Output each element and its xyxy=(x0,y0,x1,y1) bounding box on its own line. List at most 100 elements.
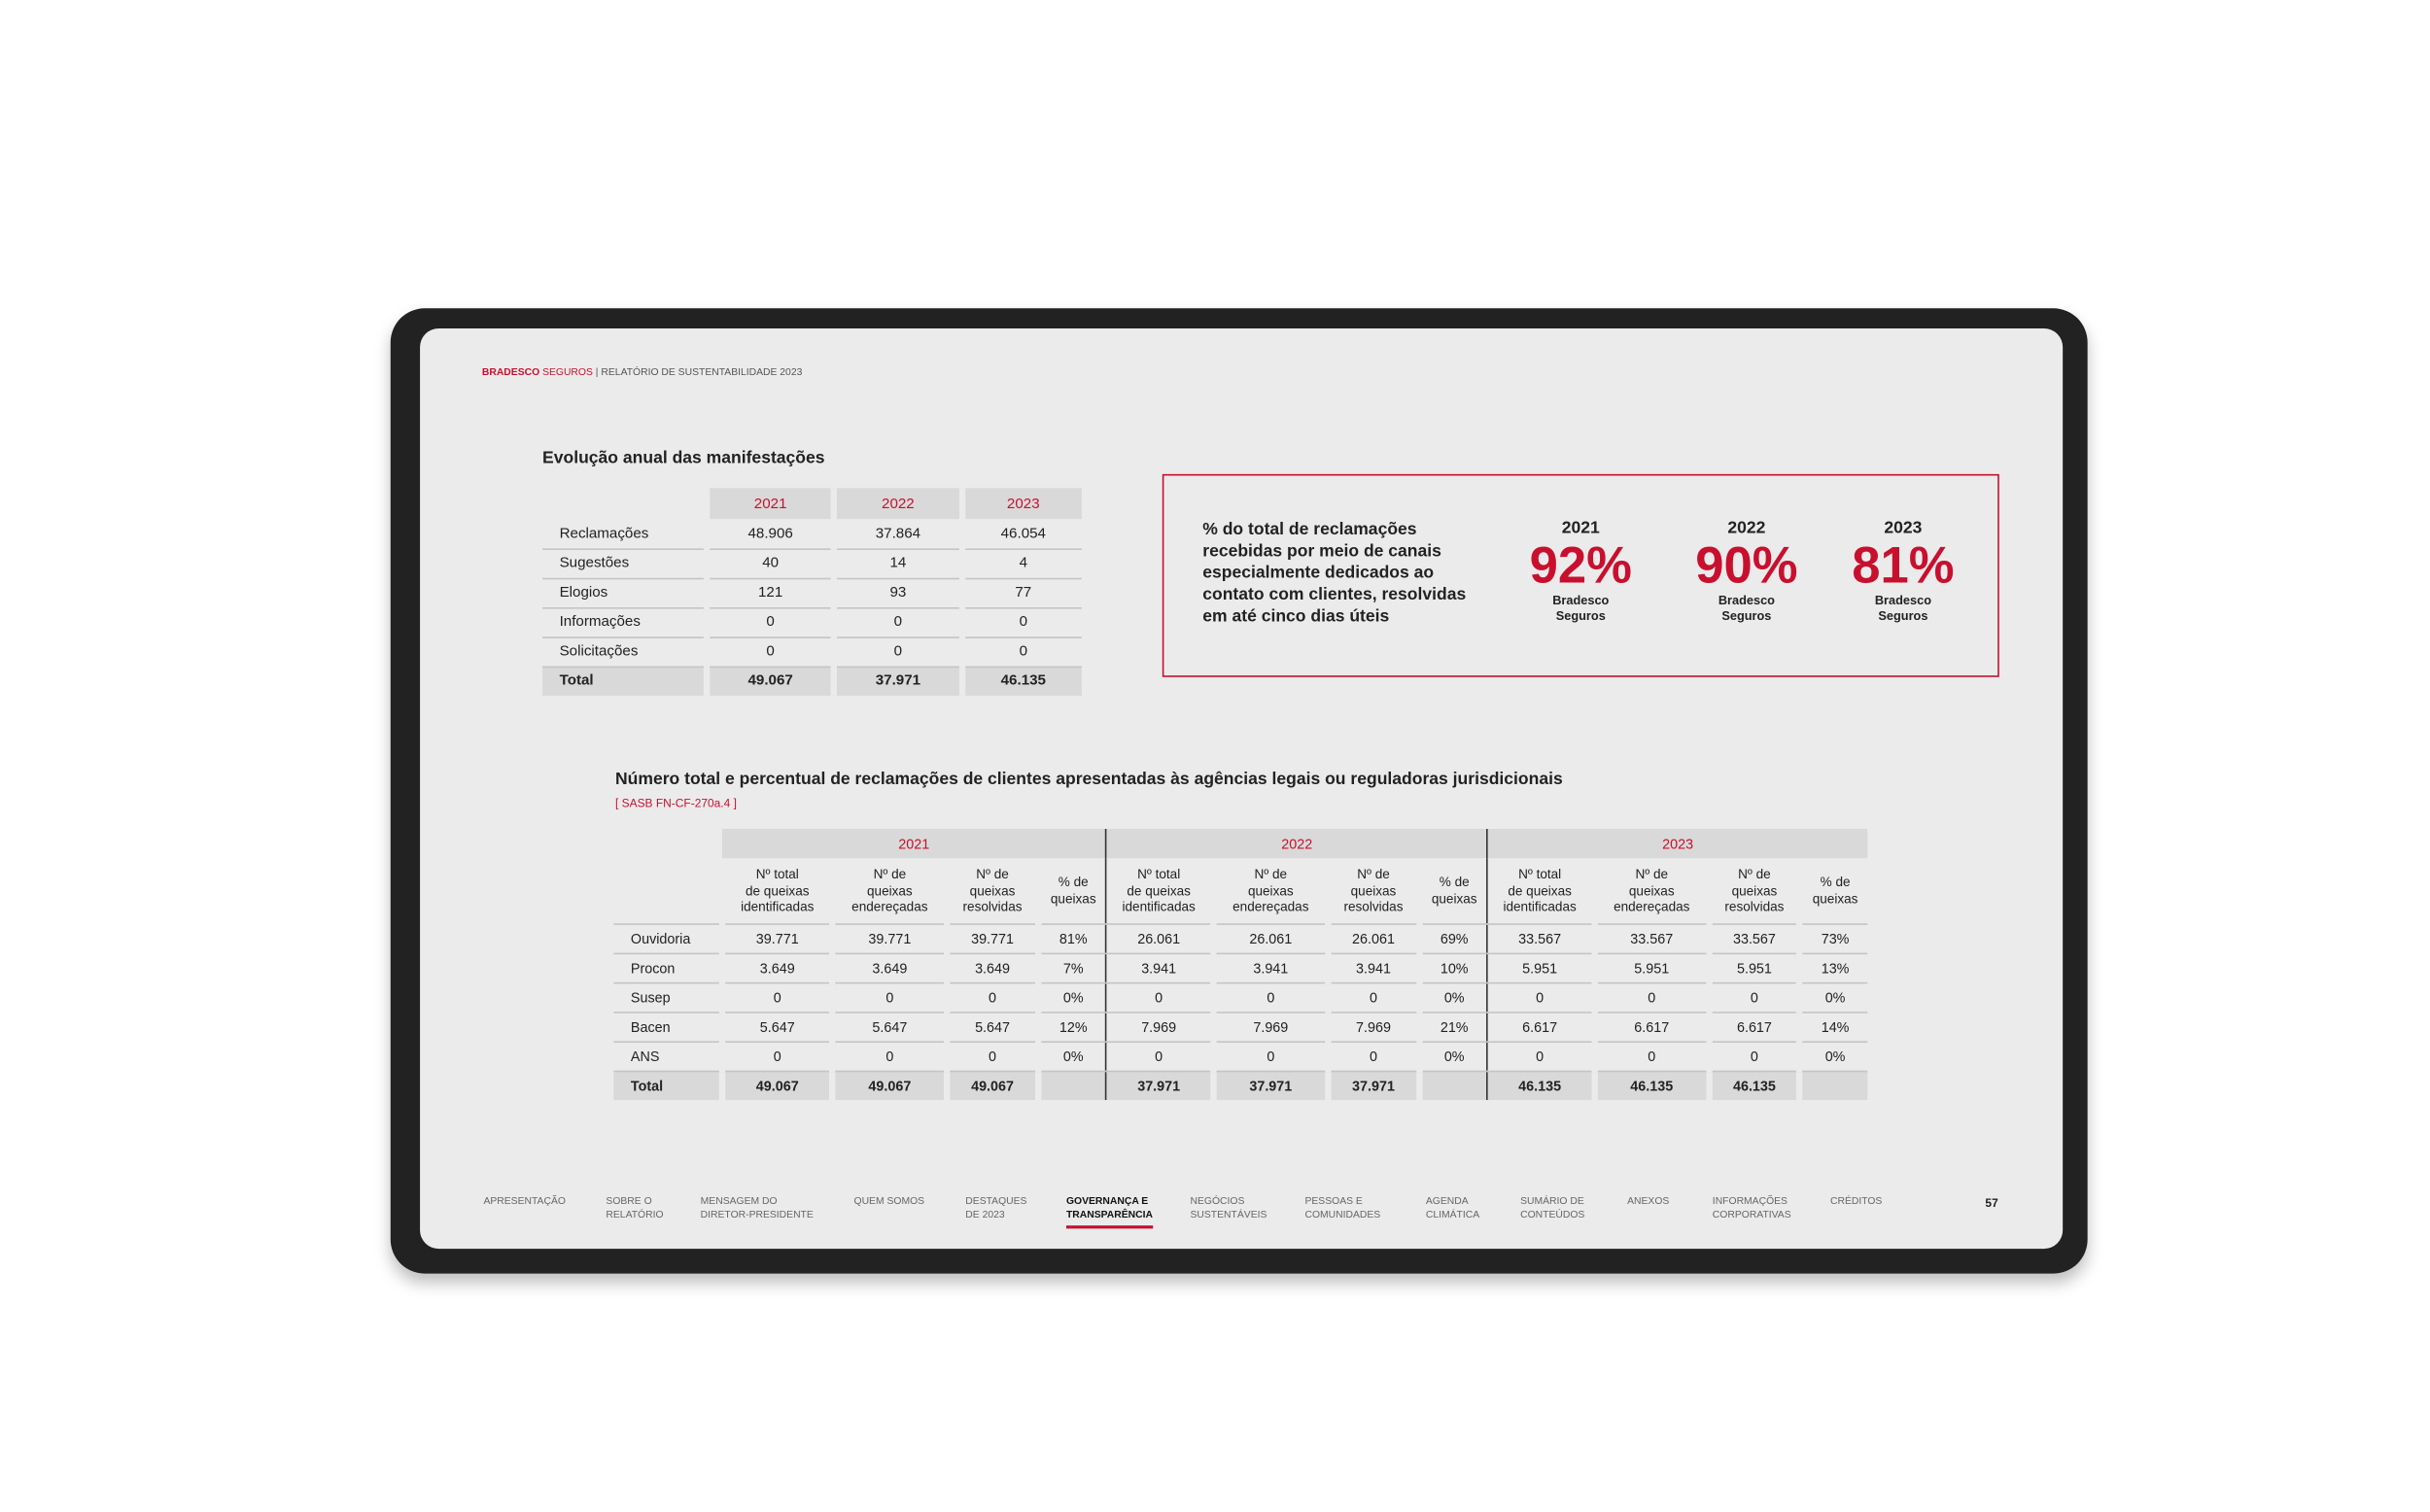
corner-cell xyxy=(542,488,707,519)
cell: 7% xyxy=(1034,952,1107,983)
cell: 0 xyxy=(1705,981,1800,1013)
highlight-text: % do total de reclamações recebidas por … xyxy=(1202,520,1467,627)
nav-item[interactable]: SOBRE O RELATÓRIO xyxy=(606,1195,664,1220)
cell: 0 xyxy=(831,636,962,668)
nav-item[interactable]: MENSAGEM DO DIRETOR-PRESIDENTE xyxy=(700,1195,814,1220)
data-row: Bacen 5.647 5.647 5.647 12% 7.969 7.969 7.969 21… xyxy=(613,1012,1868,1043)
nav-item[interactable]: SUMÁRIO DE CONTEÚDOS xyxy=(1520,1195,1585,1220)
subheader: Nº total de queixas identificadas xyxy=(1105,858,1214,925)
cell: 0 xyxy=(831,607,962,638)
year: 2022 xyxy=(1727,519,1766,538)
cell: 0 xyxy=(944,1041,1038,1072)
cell: 46.135 xyxy=(1486,1070,1595,1101)
row-label: Total xyxy=(542,666,708,696)
highlight-item: 2021 92% Bradesco Seguros xyxy=(1504,519,1658,624)
table2: 2021 2022 2023 Nº total de queixas identifi… xyxy=(613,829,1868,1101)
cell: 81% xyxy=(1034,923,1107,954)
cell: 33.567 xyxy=(1486,923,1595,954)
cell: 0 xyxy=(718,1041,833,1072)
nav-item[interactable]: INFORMAÇÕES CORPORATIVAS xyxy=(1712,1195,1791,1220)
percentage: 92% xyxy=(1529,535,1632,594)
cell: 40 xyxy=(703,548,835,579)
data-row: Ouvidoria 39.771 39.771 39.771 81% 26.061 26.0… xyxy=(613,923,1868,954)
corner-cell xyxy=(613,829,722,858)
label: Bradesco Seguros xyxy=(1552,593,1610,623)
subheader: Nº total de queixas identificadas xyxy=(718,858,833,925)
cell: 37.971 xyxy=(1210,1070,1329,1101)
nav-item[interactable]: NEGÓCIOS SUSTENTÁVEIS xyxy=(1190,1195,1267,1220)
cell: 0 xyxy=(1325,981,1419,1013)
cell: 49.067 xyxy=(944,1070,1038,1101)
cell: 7.969 xyxy=(1105,1012,1214,1043)
nav-item[interactable]: GOVERNANÇA E TRANSPARÊNCIA xyxy=(1065,1196,1154,1229)
cell: 49.067 xyxy=(703,666,835,696)
cell: 49.067 xyxy=(829,1070,948,1101)
year-header: 2021 xyxy=(721,829,1107,859)
cell: 0 xyxy=(1705,1041,1800,1072)
cell: 37.864 xyxy=(831,519,962,550)
cell: 0 xyxy=(1105,981,1214,1013)
cell: 69% xyxy=(1415,923,1488,954)
nav-item[interactable]: APRESENTAÇÃO xyxy=(483,1195,566,1208)
cell: 39.771 xyxy=(829,923,948,954)
row-label: Total xyxy=(613,1070,722,1101)
cell: 37.971 xyxy=(831,666,962,696)
cell: 26.061 xyxy=(1325,923,1419,954)
cell: 0 xyxy=(1591,981,1710,1013)
cell: 0 xyxy=(1591,1041,1710,1072)
year-header: 2022 xyxy=(831,488,962,520)
cell: 0% xyxy=(1034,1041,1107,1072)
cell: 37.971 xyxy=(1105,1070,1214,1101)
data-row: Informações 0 0 0 xyxy=(542,607,1082,638)
cell: 0 xyxy=(1486,1041,1595,1072)
cell: 0 xyxy=(829,1041,948,1072)
percentage: 81% xyxy=(1852,535,1955,594)
cell: 77 xyxy=(958,577,1082,608)
cell: 0 xyxy=(1486,981,1595,1013)
cell: 46.135 xyxy=(958,666,1082,696)
cell: 46.135 xyxy=(1705,1070,1800,1101)
row-label: Informações xyxy=(542,607,708,638)
nav-item[interactable]: ANEXOS xyxy=(1627,1195,1670,1208)
cell: 0 xyxy=(958,607,1082,638)
cell: 4 xyxy=(958,548,1082,579)
nav-item[interactable]: PESSOAS E COMUNIDADES xyxy=(1304,1195,1381,1220)
cell: 3.941 xyxy=(1210,952,1329,983)
cell: 26.061 xyxy=(1210,923,1329,954)
nav-item[interactable]: AGENDA CLIMÁTICA xyxy=(1425,1195,1480,1220)
data-row: Sugestões 40 14 4 xyxy=(542,548,1082,579)
cell: 0 xyxy=(703,607,835,638)
cell: 39.771 xyxy=(718,923,833,954)
cell: 3.649 xyxy=(944,952,1038,983)
cell: 10% xyxy=(1415,952,1488,983)
year: 2023 xyxy=(1884,519,1923,538)
nav-item[interactable]: QUEM SOMOS xyxy=(853,1195,925,1208)
subheader: Nº de queixas endereçadas xyxy=(829,858,948,925)
row-label: Susep xyxy=(613,981,722,1013)
year: 2021 xyxy=(1561,519,1600,538)
cell: 5.647 xyxy=(718,1012,833,1043)
subheader: % de queixas xyxy=(1034,858,1107,925)
cell: 7.969 xyxy=(1325,1012,1419,1043)
nav-item[interactable]: CRÉDITOS xyxy=(1829,1195,1883,1208)
cell: 5.647 xyxy=(944,1012,1038,1043)
data-row: ANS 0 0 0 0% 0 0 0 0% 0 0 0 0% xyxy=(613,1041,1868,1072)
nav-item[interactable]: DESTAQUES DE 2023 xyxy=(965,1195,1027,1220)
cell: 0 xyxy=(703,636,835,668)
cell: 73% xyxy=(1796,923,1868,954)
row-label: Bacen xyxy=(613,1012,722,1043)
page-screen: BRADESCO SEGUROS | RELATÓRIO DE SUSTENTA… xyxy=(420,328,2064,1250)
cell: 14 xyxy=(831,548,962,579)
brand-suffix: SEGUROS xyxy=(542,366,593,379)
highlight-box: % do total de reclamações recebidas por … xyxy=(1162,473,1999,677)
year-row: 2021 2022 2023 xyxy=(613,829,1868,859)
cell: 0 xyxy=(1325,1041,1419,1072)
cell: 13% xyxy=(1796,952,1868,983)
cell: 12% xyxy=(1034,1012,1107,1043)
subheader: % de queixas xyxy=(1415,858,1488,925)
table1-title: Evolução anual das manifestações xyxy=(542,449,825,468)
cell: 0 xyxy=(718,981,833,1013)
year-header: 2021 xyxy=(703,488,835,520)
cell xyxy=(1796,1070,1868,1101)
